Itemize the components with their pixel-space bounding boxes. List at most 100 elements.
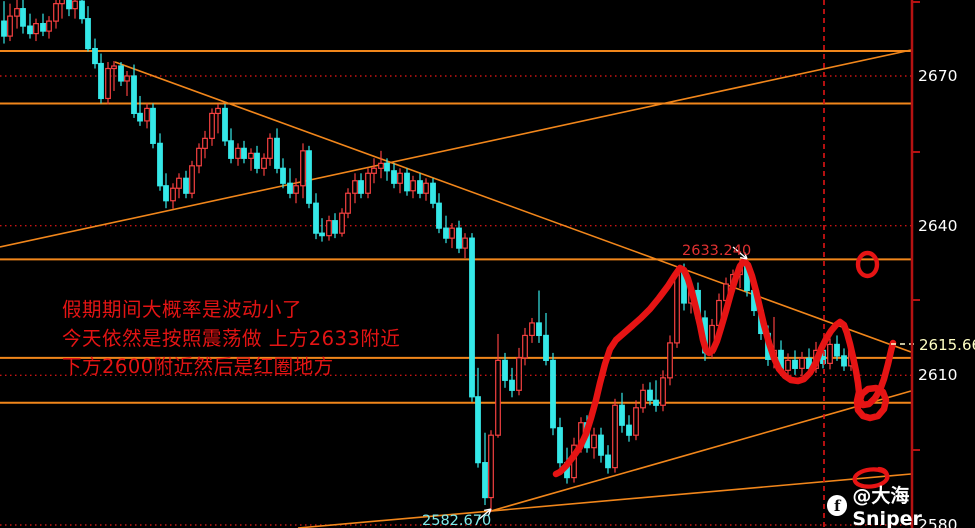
axis-label-2640: 2640 bbox=[918, 216, 958, 235]
watermark-handle: @大海Sniper bbox=[852, 485, 922, 528]
candle-body bbox=[14, 8, 20, 17]
candle-body bbox=[449, 227, 455, 239]
candle-body bbox=[280, 167, 286, 184]
candle-body bbox=[1, 20, 7, 37]
candle-body bbox=[488, 434, 494, 499]
candle-body bbox=[7, 15, 13, 37]
candle-body bbox=[170, 187, 176, 202]
candle-body bbox=[397, 172, 403, 184]
ascending-trendline-shallow bbox=[297, 473, 912, 528]
red-circle-annotation bbox=[855, 250, 880, 279]
candle-body bbox=[502, 359, 508, 381]
candle-body bbox=[674, 272, 680, 344]
current-price-label: 2615.660 bbox=[919, 336, 975, 354]
candle-body bbox=[176, 177, 182, 189]
candle-body bbox=[598, 434, 604, 456]
candle-body bbox=[300, 150, 306, 187]
candle-body bbox=[20, 8, 26, 27]
axis-label-2610: 2610 bbox=[918, 366, 958, 385]
candle-body bbox=[345, 192, 351, 214]
candle-body bbox=[274, 137, 280, 169]
candle-body bbox=[46, 20, 52, 32]
candle-body bbox=[495, 359, 501, 436]
candle-body bbox=[633, 407, 639, 436]
candle-body bbox=[287, 182, 293, 194]
candle-body bbox=[410, 180, 416, 192]
candle-body bbox=[98, 62, 104, 100]
candle-body bbox=[131, 75, 137, 115]
candle-body bbox=[215, 107, 221, 115]
candle-body bbox=[137, 112, 143, 122]
candle-body bbox=[111, 65, 117, 70]
candle-body bbox=[417, 180, 423, 194]
ascending-trendline-long bbox=[0, 49, 912, 248]
candle-body bbox=[423, 182, 429, 194]
candle-body bbox=[516, 357, 522, 391]
candle-body bbox=[183, 177, 189, 194]
candle-body bbox=[319, 232, 325, 237]
candle-body bbox=[261, 157, 267, 169]
candle-body bbox=[612, 404, 618, 469]
red-scribble-tail bbox=[876, 466, 890, 481]
candle-body bbox=[529, 322, 535, 337]
candle-body bbox=[27, 25, 33, 35]
candle-body bbox=[352, 180, 358, 194]
axis-label-2670: 2670 bbox=[918, 67, 958, 85]
candle-body bbox=[267, 137, 273, 159]
candle-body bbox=[150, 107, 156, 144]
candle-body bbox=[653, 399, 659, 406]
candle-body bbox=[436, 202, 442, 229]
candle-body bbox=[475, 396, 481, 464]
candle-body bbox=[536, 322, 542, 337]
candle-body bbox=[378, 162, 384, 169]
axis-label-2580: 2580 bbox=[918, 516, 958, 528]
candle-body bbox=[404, 172, 410, 192]
candle-body bbox=[163, 185, 169, 202]
candle-body bbox=[605, 454, 611, 469]
pointer-arrow-head bbox=[487, 508, 492, 516]
peak-price-label: 2633.240 bbox=[682, 243, 752, 259]
candle-body bbox=[85, 18, 91, 50]
candle-body bbox=[326, 220, 332, 237]
candle-body bbox=[53, 3, 59, 22]
candle-body bbox=[92, 47, 98, 65]
candle-body bbox=[619, 404, 625, 426]
red-analysis-curve bbox=[552, 257, 897, 478]
candle-body bbox=[189, 165, 195, 194]
candle-body bbox=[456, 227, 462, 249]
candle-body bbox=[660, 377, 666, 406]
watermark: f @大海Sniper bbox=[827, 481, 975, 528]
descending-trendline bbox=[114, 61, 912, 353]
candle-body bbox=[40, 23, 46, 32]
candle-body bbox=[241, 147, 247, 159]
candle-body bbox=[785, 359, 791, 371]
pointer-arrow bbox=[732, 246, 748, 260]
candle-body bbox=[550, 359, 556, 429]
candle-body bbox=[248, 152, 254, 159]
candle-body bbox=[482, 462, 488, 499]
candle-body bbox=[228, 140, 234, 159]
candle-body bbox=[469, 237, 475, 398]
candle-body bbox=[365, 172, 371, 194]
candle-body bbox=[591, 434, 597, 449]
candle-body bbox=[792, 359, 798, 369]
pointer-arrow-head bbox=[484, 508, 492, 512]
candle-body bbox=[339, 212, 345, 234]
candle-body bbox=[105, 67, 111, 100]
pointer-arrow bbox=[477, 508, 492, 521]
candle-body bbox=[509, 379, 515, 391]
candle-body bbox=[799, 357, 805, 369]
candle-body bbox=[626, 424, 632, 436]
candle-body bbox=[462, 237, 468, 249]
candle-body bbox=[293, 185, 299, 194]
candle-body bbox=[118, 65, 124, 82]
candle-body bbox=[543, 334, 549, 361]
low-price-label: 2582.670 bbox=[422, 513, 492, 528]
candle-body bbox=[647, 389, 653, 401]
facebook-icon: f bbox=[827, 495, 848, 516]
candle-body bbox=[124, 75, 130, 82]
candle-body bbox=[834, 343, 840, 357]
candle-body bbox=[306, 150, 312, 204]
